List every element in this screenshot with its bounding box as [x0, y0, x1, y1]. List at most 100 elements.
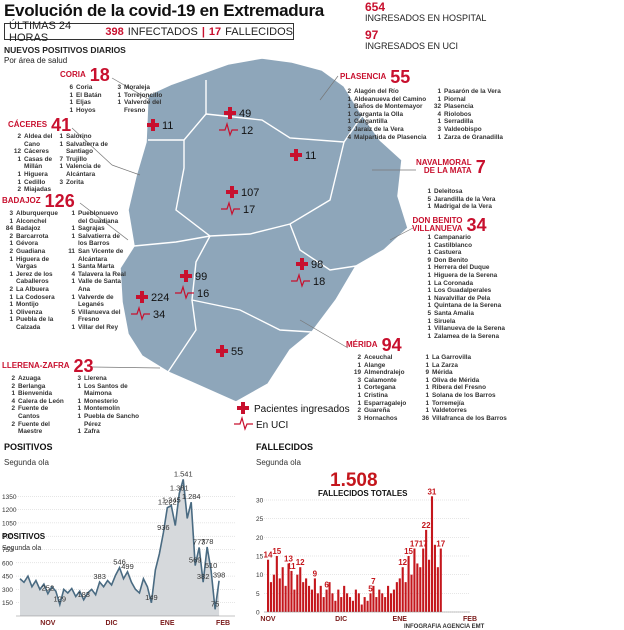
town-name: Zafra	[84, 428, 100, 436]
town-row: 1 Puebla de la Calzada	[2, 316, 62, 331]
data-label: 183	[77, 590, 90, 599]
town-count: 12	[13, 148, 21, 156]
town-row: 3 Jaraíz de la Vera	[340, 126, 428, 134]
area-name-line: BADAJOZ	[2, 195, 41, 205]
town-count: 1	[437, 88, 441, 95]
town-row: 2 Alagón del Río	[340, 88, 428, 96]
separator: |	[201, 25, 205, 38]
town-count: 4	[11, 397, 15, 405]
bar	[363, 597, 366, 612]
town-count: 1	[437, 133, 441, 141]
town-name: Valverde de Leganés	[78, 293, 114, 309]
town-row: 19 Almendralejo	[350, 369, 416, 377]
town-count: 1	[69, 91, 73, 99]
area-header: BADAJOZ 126	[2, 192, 75, 210]
town-name: Riolobos	[444, 110, 472, 118]
town-name: Cristina	[364, 391, 388, 399]
cross-icon	[216, 349, 228, 353]
town-name: Alconchel	[16, 217, 47, 225]
bar	[293, 589, 296, 612]
area-name-line: PLASENCIA	[340, 71, 387, 81]
town-count: 1	[425, 384, 429, 392]
town-name: Casas de Millán	[24, 155, 53, 171]
area-name: BADAJOZ	[2, 195, 41, 206]
border	[191, 235, 313, 333]
town-count: 1	[59, 140, 63, 148]
y-tick-label: 10	[256, 572, 264, 579]
town-name: Higuera	[24, 170, 48, 178]
town-count: 9	[425, 369, 429, 377]
town-row: 1 Garganta la Olla	[340, 111, 428, 119]
area-name-line: CÁCERES	[8, 119, 48, 129]
bar	[398, 578, 401, 612]
town-name: Gargantilla	[354, 118, 388, 126]
town-count: 3	[117, 84, 121, 91]
town-row: 1 Zarza de Granadilla	[430, 134, 520, 142]
town-name: Campanario	[434, 234, 471, 241]
town-name: San Vicente de Alcántara	[78, 247, 124, 263]
town-row: 1 Bienvenida	[4, 390, 66, 398]
town-row: 1 Piornal	[430, 96, 520, 104]
town-name: Los Santos de Maimona	[84, 382, 128, 398]
data-label: 1.541	[174, 469, 193, 478]
leader-line	[111, 77, 151, 101]
icu-count: 16	[197, 288, 209, 300]
bar	[360, 604, 363, 612]
town-row: 2 Berlanga	[4, 383, 66, 391]
town-count: 1	[77, 382, 81, 390]
town-column: 2 Aldea del Cano 12 Cáceres 1 Casas de Millán…	[10, 133, 56, 194]
town-row: 1 Quintana de la Serena	[420, 302, 520, 310]
data-label: 569	[189, 556, 202, 565]
town-name: Fuente de Cantos	[18, 405, 49, 420]
town-row: 1 El Batán	[62, 92, 108, 100]
bar	[378, 589, 381, 612]
town-name: La Albuera	[16, 285, 49, 293]
area-name: PLASENCIA	[340, 71, 387, 82]
bar	[343, 585, 346, 612]
data-label: 936	[157, 523, 170, 532]
town-name: Alburquerque	[16, 210, 58, 217]
town-count: 1	[9, 270, 13, 278]
area-total: 18	[89, 65, 110, 85]
chart-title: FALLECIDOS	[256, 442, 313, 452]
town-count: 1	[427, 294, 431, 302]
town-name: Guareña	[364, 407, 390, 415]
town-row: 1 Deleitosa	[420, 188, 520, 196]
legend-icu: En UCI	[256, 420, 288, 431]
town-name: Cáceres	[24, 148, 49, 156]
y-tick-label: 15	[256, 554, 264, 561]
bar	[284, 585, 287, 612]
town-row: 1 Herrera del Duque	[420, 264, 520, 272]
bar	[290, 570, 293, 612]
bar	[413, 548, 416, 612]
town-name: Navalvillar de Pela	[434, 294, 491, 302]
town-name: Moraleja	[124, 84, 150, 91]
chart-subtitle: Segunda ola	[4, 458, 49, 467]
area-total: 94	[381, 335, 402, 355]
town-count: 3	[9, 210, 13, 217]
town-row: 3 Calamonte	[350, 377, 416, 385]
area-total: 34	[466, 215, 487, 235]
icu-icon	[175, 284, 194, 300]
town-count: 1	[357, 384, 361, 392]
x-tick-label: ENE	[393, 616, 408, 623]
area-name: CÁCERES	[8, 119, 48, 130]
area-borders	[133, 80, 363, 373]
town-count: 1	[17, 155, 21, 163]
town-count: 1	[117, 91, 121, 99]
area-header: MÉRIDA 94	[346, 336, 402, 354]
bar	[322, 597, 325, 612]
area-name: NAVALMORAL DE LA MATA	[416, 158, 472, 176]
data-label: 17	[419, 540, 428, 549]
town-row: 3 Alburquerque	[2, 210, 62, 218]
town-row: 36 Villafranca de los Barros	[418, 415, 510, 423]
town-row: 5 Jarandilla de la Vera	[420, 196, 520, 204]
town-count: 1	[77, 405, 81, 413]
town-column: 1 Deleitosa 5 Jarandilla de la Vera 1 Madriga…	[420, 188, 520, 211]
town-row: 1 Serradilla	[430, 118, 520, 126]
area-header: CORIA 18	[60, 66, 110, 84]
town-name: Villanueva del Fresno	[78, 308, 121, 324]
bar	[422, 548, 425, 612]
bar	[407, 556, 410, 612]
town-count: 1	[71, 293, 75, 301]
